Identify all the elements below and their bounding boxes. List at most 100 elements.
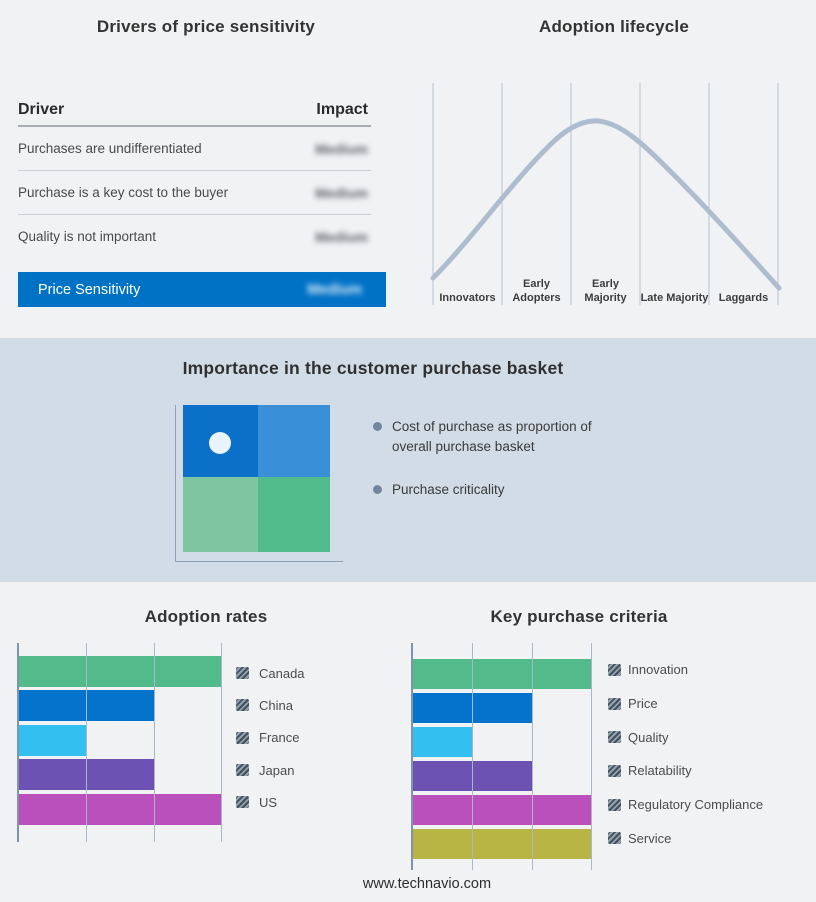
- legend-label: Service: [628, 830, 672, 846]
- driver-cell: Purchases are undifferentiated: [18, 141, 202, 156]
- stage-label-early-majority: Early Majority: [584, 278, 627, 304]
- bullet-item: Purchase criticality: [373, 480, 623, 500]
- bullet-item: Cost of purchase as proportion of overal…: [373, 417, 623, 456]
- legend-label: Regulatory Compliance: [628, 797, 764, 813]
- driver-row-purchases-are-undiff: Purchases are undifferentiated Medium: [18, 127, 371, 171]
- bullet-text: Purchase criticality: [392, 482, 505, 497]
- legend-item-price: Price: [608, 687, 763, 721]
- driver-cell: Purchase is a key cost to the buyer: [18, 185, 229, 200]
- key-purchase-criteria-plot: [411, 643, 592, 870]
- bullet-icon: [373, 422, 382, 431]
- stage-label-late-majority: Late Majority: [640, 292, 709, 304]
- legend-hatch-icon: [608, 798, 621, 811]
- gridline: [472, 643, 474, 870]
- impact-cell: Medium: [315, 184, 368, 201]
- drivers-table-header: Driver Impact: [18, 94, 371, 127]
- stage-label-laggards: Laggards: [718, 292, 769, 304]
- legend-item-innovation: Innovation: [608, 653, 763, 687]
- legend-item-france: France: [236, 722, 305, 754]
- legend-hatch-icon: [236, 667, 249, 680]
- legend-hatch-icon: [608, 697, 621, 710]
- bars: [413, 659, 591, 859]
- legend-item-relatability: Relatability: [608, 754, 763, 788]
- legend-hatch-icon: [608, 832, 621, 845]
- bar-canada: [19, 656, 221, 687]
- legend-item-canada: Canada: [236, 657, 305, 689]
- quadrant-bottom-left: [183, 477, 258, 552]
- quadrant-chart: [183, 405, 330, 552]
- bullet-icon: [373, 485, 382, 494]
- legend-hatch-icon: [236, 796, 249, 809]
- stage-label-innovators: Innovators: [439, 292, 496, 304]
- bar-quality: [413, 727, 473, 757]
- column-driver: Driver: [18, 100, 65, 118]
- drivers-table-rows: Purchases are undifferentiated Medium Purc…: [18, 127, 371, 258]
- driver-row-quality-is-not-impor: Quality is not important Medium: [18, 215, 371, 258]
- legend-item-japan: Japan: [236, 754, 305, 786]
- drivers-table: Driver Impact Purchases are undifferenti…: [18, 94, 371, 258]
- legend-label: Japan: [259, 762, 295, 778]
- quadrant-position-dot: [209, 432, 231, 454]
- impact-cell: Medium: [315, 140, 368, 157]
- bell-curve: [430, 118, 782, 291]
- gridline: [153, 643, 155, 842]
- legend-label: China: [259, 697, 293, 713]
- adoption-rates-title: Adoption rates: [144, 607, 268, 626]
- price-sensitivity-label: Price Sensitivity: [38, 281, 141, 298]
- driver-cell: Quality is not important: [18, 229, 157, 244]
- lifecycle-stages: Innovators Early Adopters Early Majority La…: [433, 270, 778, 305]
- bars: [19, 656, 221, 825]
- gridline: [86, 643, 88, 842]
- gridline: [591, 643, 592, 870]
- legend-item-service: Service: [608, 821, 763, 855]
- bar-innovation: [413, 659, 591, 689]
- impact-cell: Medium: [315, 228, 368, 245]
- bar-service: [413, 829, 591, 859]
- quadrant-x-axis: [175, 561, 343, 562]
- legend-label: Canada: [259, 665, 305, 681]
- lifecycle-chart: [430, 83, 782, 305]
- legend-item-quality: Quality: [608, 720, 763, 754]
- key-purchase-criteria-legend: Innovation Price Quality Relatability Regula…: [608, 653, 763, 855]
- legend-hatch-icon: [608, 731, 621, 744]
- legend-hatch-icon: [608, 663, 621, 676]
- legend-label: US: [259, 794, 278, 810]
- price-sensitivity-row: Price Sensitivity Medium: [18, 272, 386, 307]
- lifecycle-gridlines: [432, 83, 779, 305]
- legend-label: France: [259, 730, 300, 746]
- quadrant-bottom-right: [258, 477, 330, 552]
- legend-hatch-icon: [608, 764, 621, 777]
- legend-hatch-icon: [236, 699, 249, 712]
- legend-label: Price: [628, 696, 658, 712]
- website-url: www.technavio.com: [362, 876, 492, 892]
- driver-row-purchase-is-a-key-co: Purchase is a key cost to the buyer Mediu…: [18, 171, 371, 215]
- lifecycle-title: Adoption lifecycle: [538, 17, 689, 36]
- drivers-title: Drivers of price sensitivity: [96, 17, 316, 36]
- basket-title: Importance in the customer purchase bask…: [182, 358, 564, 378]
- stage-label-early-adopters: Early Adopters: [512, 278, 561, 304]
- price-sensitivity-impact: Medium: [307, 281, 362, 298]
- legend-label: Innovation: [628, 662, 688, 678]
- purchase-basket-section: [0, 338, 816, 582]
- bullet-text: Cost of purchase as proportion of overal…: [392, 419, 592, 454]
- bar-france: [19, 724, 87, 756]
- quadrant-y-axis: [175, 405, 176, 562]
- quadrant-top-right: [258, 405, 330, 477]
- legend-label: Quality: [628, 729, 669, 745]
- adoption-rates-plot: [17, 643, 222, 842]
- gridline: [531, 643, 533, 870]
- legend-hatch-icon: [236, 731, 249, 744]
- legend-hatch-icon: [236, 764, 249, 777]
- legend-item-us: US: [236, 786, 305, 818]
- bar-regulatory-compliance: [413, 795, 591, 825]
- column-impact: Impact: [316, 100, 368, 118]
- bar-us: [19, 793, 221, 825]
- basket-bullets: Cost of purchase as proportion of overal…: [373, 417, 623, 500]
- legend-item-china: China: [236, 689, 305, 721]
- key-purchase-criteria-title: Key purchase criteria: [490, 607, 668, 626]
- gridline: [221, 643, 222, 842]
- adoption-rates-legend: Canada China France Japan US: [236, 657, 305, 818]
- legend-item-regulatory-compliance: Regulatory Compliance: [608, 788, 763, 822]
- legend-label: Relatability: [628, 763, 692, 779]
